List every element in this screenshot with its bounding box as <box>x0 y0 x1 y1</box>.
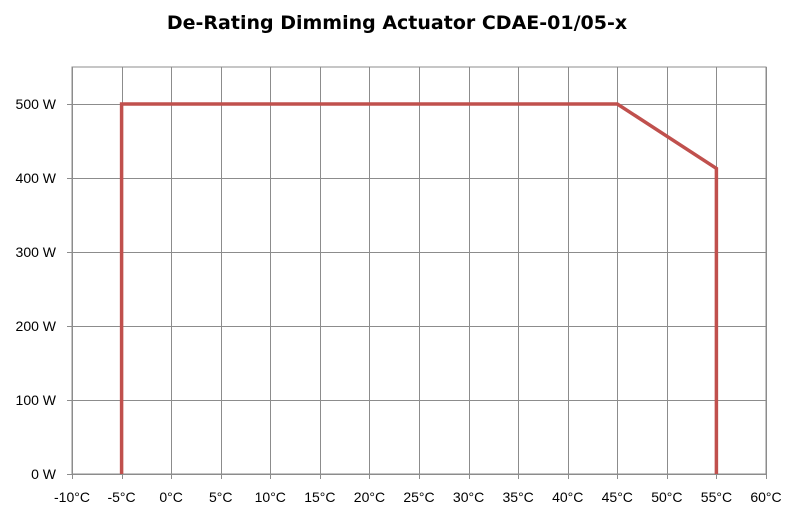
x-tick-label: -10°C <box>54 489 90 505</box>
x-tick-label: 5°C <box>209 489 233 505</box>
x-tick-label: 35°C <box>503 489 534 505</box>
series-group <box>119 102 719 474</box>
x-tick-label: 50°C <box>651 489 682 505</box>
x-tick-label: 10°C <box>255 489 286 505</box>
vertical-gridlines <box>72 67 767 479</box>
x-tick-label: 15°C <box>304 489 335 505</box>
y-tick-label: 200 W <box>16 318 57 334</box>
x-tick-label: 30°C <box>453 489 484 505</box>
y-tick-label: 0 W <box>31 466 57 482</box>
x-tick-label: 20°C <box>354 489 385 505</box>
y-axis-tick-labels: 0 W 100 W 200 W 300 W 400 W 500 W <box>16 96 57 482</box>
y-tick-label: 300 W <box>16 244 57 260</box>
x-tick-label: 40°C <box>552 489 583 505</box>
x-tick-label: 0°C <box>159 489 183 505</box>
x-tick-label: 25°C <box>403 489 434 505</box>
x-tick-label: 45°C <box>602 489 633 505</box>
y-tick-label: 100 W <box>16 392 57 408</box>
chart-title: De-Rating Dimming Actuator CDAE-01/05-x <box>166 12 628 34</box>
x-tick-label: 60°C <box>750 489 781 505</box>
y-tick-label: 400 W <box>16 170 57 186</box>
series-line <box>119 102 719 474</box>
x-axis-tick-labels: -10°C -5°C 0°C 5°C 10°C 15°C 20°C 25°C 30°C 35°C 4… <box>54 489 782 505</box>
x-tick-label: 55°C <box>701 489 732 505</box>
x-tick-label: -5°C <box>107 489 135 505</box>
y-tick-label: 500 W <box>16 96 57 112</box>
